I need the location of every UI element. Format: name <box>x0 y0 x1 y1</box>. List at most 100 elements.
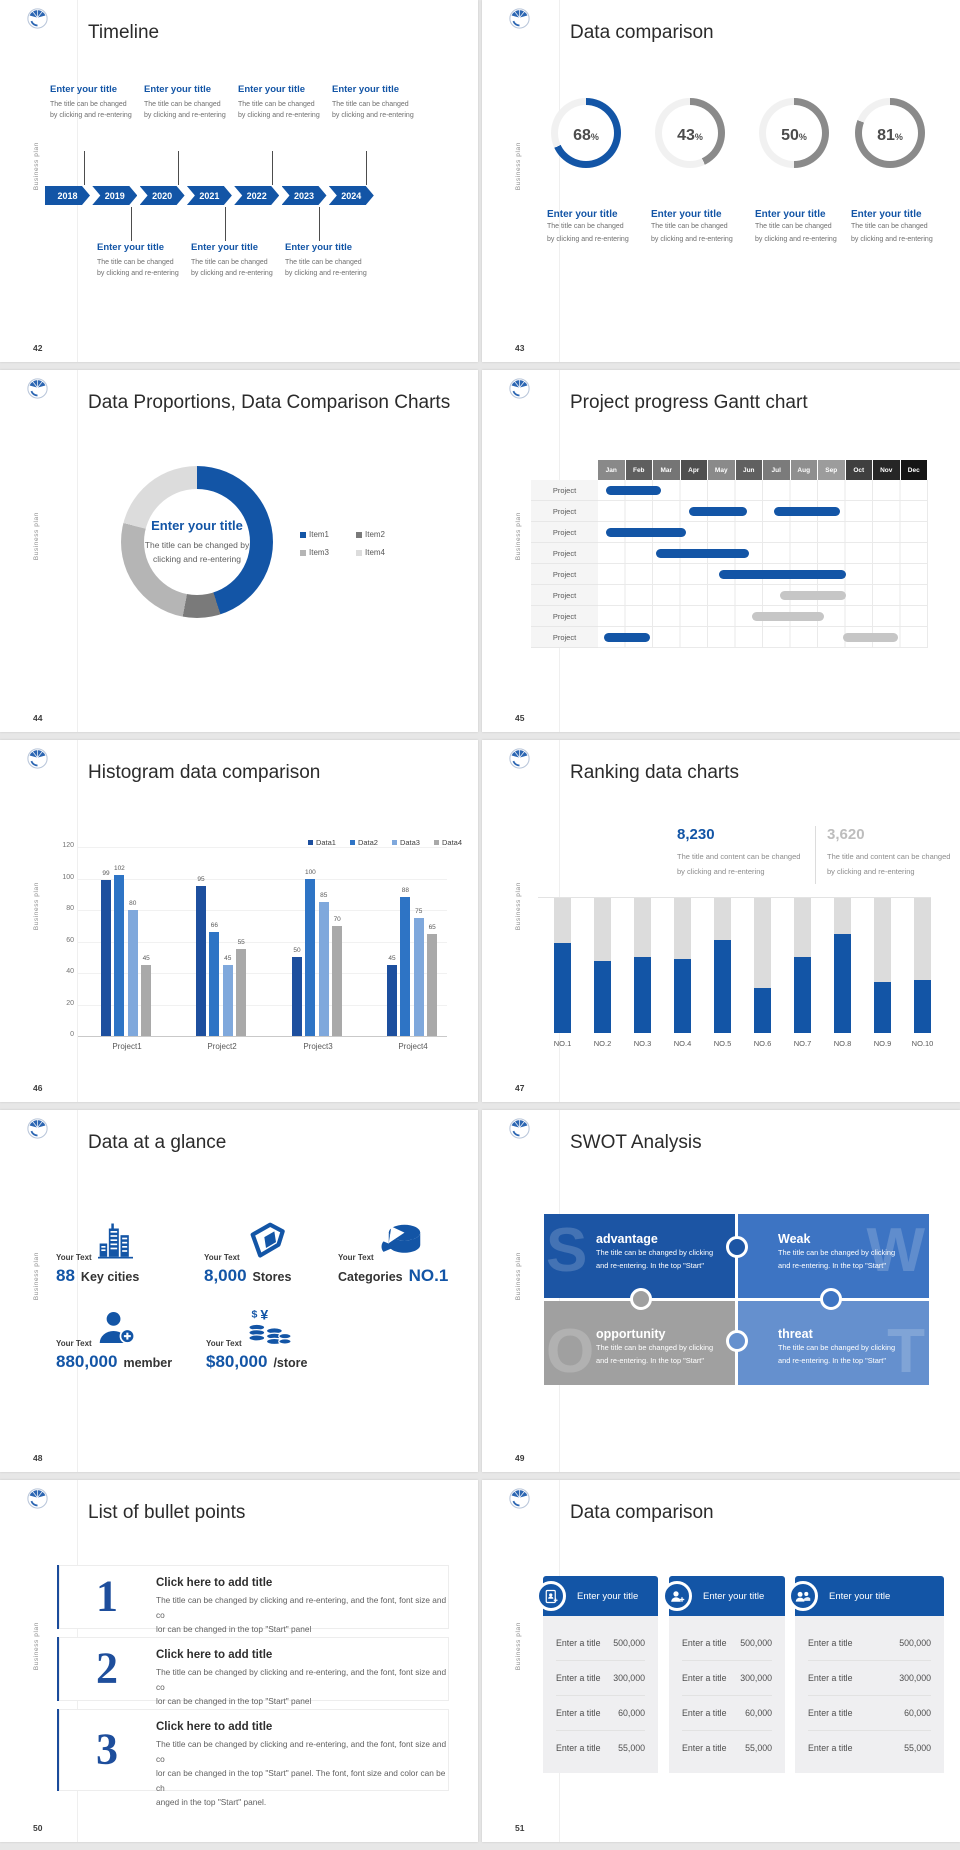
row-value: 300,000 <box>899 1673 931 1683</box>
accent-bar <box>57 1637 59 1701</box>
legend-item: Item3 <box>300 548 350 557</box>
slide-thumbnail-50[interactable]: Business plan List of bullet points 1 Cl… <box>0 1480 478 1842</box>
legend-swatch <box>300 531 306 538</box>
slide-thumbnail-46[interactable]: Business plan Histogram data comparison … <box>0 740 478 1102</box>
legend-swatch <box>356 531 362 538</box>
bar-value-label: 50 <box>293 947 301 955</box>
legend-swatch <box>349 840 355 845</box>
page-title: SWOT Analysis <box>570 1132 702 1153</box>
legend-item: Data2 <box>349 838 378 847</box>
table-row: Enter a title 55,000 <box>808 1731 931 1765</box>
category-label: Project3 <box>303 1042 333 1051</box>
slide-number: 45 <box>515 713 525 723</box>
entry-title: Enter your title <box>238 84 306 95</box>
gantt-month-header: Mar <box>653 460 681 480</box>
card-header: Enter your title <box>536 1576 658 1616</box>
histogram-bar <box>141 965 152 1036</box>
gantt-row-label: Project <box>531 606 598 627</box>
gantt-bar <box>779 591 846 600</box>
donut-unit: % <box>798 132 807 142</box>
stat-prefix: Your Text <box>206 1339 242 1348</box>
slide-thumbnail-48[interactable]: Business plan Data at a glance Your Text… <box>0 1110 478 1472</box>
item-title: Click here to add title <box>156 1721 273 1733</box>
puzzle-tab <box>726 1330 748 1352</box>
row-label: Enter a title <box>682 1743 727 1753</box>
donut-ring: 43% <box>655 98 725 168</box>
pie-cylinder-icon <box>380 1222 422 1264</box>
entry-title: Enter your title <box>50 84 118 95</box>
page-title: Project progress Gantt chart <box>570 392 808 413</box>
entry-desc: by clicking and re-entering <box>50 112 132 119</box>
entry-title: Enter your title <box>191 242 259 253</box>
bar-value-label: 65 <box>428 923 436 931</box>
row-value: 55,000 <box>618 1743 645 1753</box>
gantt-bar <box>606 486 662 495</box>
category-label: Project1 <box>112 1042 142 1051</box>
legend-item: Item4 <box>356 548 406 557</box>
slide-thumbnail-49[interactable]: Business plan SWOT Analysis S advantage … <box>482 1110 960 1472</box>
bar-value-label: 45 <box>388 955 396 963</box>
swot-strength-quadrant: S advantage The title can be changed by … <box>544 1214 735 1298</box>
y-tick-label: 20 <box>66 999 74 1007</box>
donut-desc: The title can be changed <box>755 223 832 230</box>
stat-desc: by clicking and re-entering <box>827 867 915 876</box>
stat-prefix: Your Text <box>56 1339 92 1348</box>
legend-label: Data3 <box>399 838 420 847</box>
ranking-label: NO.2 <box>593 1039 612 1048</box>
stat-label: /store <box>273 1356 308 1370</box>
slide-thumbnail-47[interactable]: Business plan Ranking data charts 8,230 … <box>482 740 960 1102</box>
slide-thumbnail-45[interactable]: Business plan Project progress Gantt cha… <box>482 370 960 732</box>
watermark-letter: O <box>546 1317 595 1385</box>
row-label: Enter a title <box>682 1708 727 1718</box>
stat-desc: The title and content can be changed <box>827 852 951 861</box>
accent-bar <box>57 1709 59 1791</box>
donut-desc: by clicking and re-entering <box>755 236 837 243</box>
histogram-bar <box>209 932 220 1036</box>
x-axis-line <box>78 1036 447 1037</box>
brand-logo-icon <box>509 8 530 29</box>
histogram-bar <box>387 965 397 1036</box>
legend-item: Item1 <box>300 530 350 539</box>
brand-logo-icon <box>27 8 48 29</box>
donut-stat: 68% Enter your title The title can be chan… <box>539 98 643 246</box>
stat-label: member <box>123 1356 173 1370</box>
timeline-year-segment: 2019 <box>92 186 137 205</box>
entry-title: Enter your title <box>332 84 400 95</box>
add-member-icon <box>98 1310 136 1350</box>
ranking-label: NO.4 <box>673 1039 692 1048</box>
donut-center: 68% <box>558 105 614 161</box>
gantt-month-header: Aug <box>790 460 818 480</box>
slide-thumbnail-51[interactable]: Business plan Data comparison Enter your… <box>482 1480 960 1842</box>
stat-prefix: Your Text <box>56 1253 92 1262</box>
gantt-row-label: Project <box>531 564 598 585</box>
timeline-entry: Enter your title The title can be changed… <box>144 84 244 121</box>
item-title: Click here to add title <box>156 1649 273 1661</box>
item-desc: lor can be changed in the top "Start" pa… <box>156 1696 312 1706</box>
watermark-letter: T <box>887 1317 925 1385</box>
item-desc: anged in the top "Start" panel. <box>156 1797 267 1807</box>
quadrant-title: Weak <box>778 1232 811 1246</box>
slide-thumbnail-43[interactable]: Business plan Data comparison 68% Enter y… <box>482 0 960 362</box>
card-title: Enter your title <box>829 1590 891 1602</box>
row-value: 300,000 <box>613 1673 645 1683</box>
page-title: Histogram data comparison <box>88 762 321 783</box>
y-tick-label: 120 <box>62 842 74 849</box>
brand-logo-icon <box>27 1118 48 1139</box>
stat-divider <box>815 826 816 884</box>
svg-text:¥: ¥ <box>260 1308 268 1322</box>
connector-line <box>366 151 367 185</box>
row-value: 500,000 <box>740 1638 772 1648</box>
gantt-month-header: Sep <box>818 460 846 480</box>
gantt-row-grid <box>598 585 928 606</box>
legend-label: Item4 <box>365 548 386 557</box>
ranking-fill <box>714 940 731 1033</box>
table-row: Enter a title 300,000 <box>808 1661 931 1696</box>
slide-thumbnail-44[interactable]: Business plan Data Proportions, Data Com… <box>0 370 478 732</box>
histogram-bar <box>332 925 343 1036</box>
gantt-chart: Jan Feb Mar Apr May Jun Jul Aug Sep Oct Nov Dec Proj… <box>482 370 960 732</box>
gantt-row-label: Project <box>531 480 598 501</box>
ranking-label: NO.5 <box>713 1039 732 1048</box>
donut-title: Enter your title <box>755 209 826 220</box>
slide-thumbnail-42[interactable]: Business plan Timeline 2018 2019 2020 2021 2… <box>0 0 478 362</box>
donut-title: Enter your title <box>851 209 922 220</box>
